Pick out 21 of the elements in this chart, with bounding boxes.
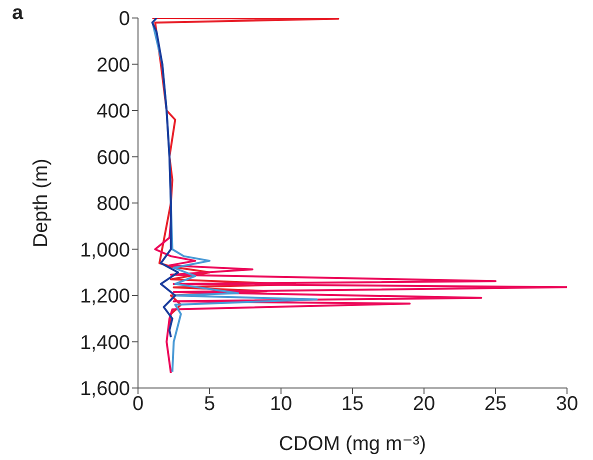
y-tick-label: 600: [96, 146, 130, 169]
x-tick-label: 10: [270, 393, 292, 416]
line-series: [154, 220, 567, 374]
x-axis-title: CDOM (mg m⁻³): [278, 433, 426, 455]
y-tick-label: 1,400: [80, 332, 130, 354]
x-tick-label: 25: [484, 393, 507, 416]
y-tick-label: 1,000: [80, 239, 130, 262]
y-axis-title: Depth (m): [30, 158, 52, 248]
x-tick-label: 20: [412, 393, 436, 416]
y-tick-label: 800: [96, 193, 130, 216]
x-tick-label: 5: [204, 393, 216, 416]
y-tick-label: 0: [118, 8, 130, 30]
text: a: [12, 2, 24, 25]
y-tick-label: 1,200: [80, 286, 130, 308]
y-tick-label: 400: [96, 100, 130, 123]
x-tick-label: 30: [556, 393, 578, 416]
x-tick-label: 15: [341, 393, 364, 416]
line-series: [151, 18, 180, 338]
y-tick-label: 200: [96, 54, 130, 76]
x-tick-label: 0: [132, 393, 144, 416]
y-tick-label: 1,600: [80, 378, 130, 400]
